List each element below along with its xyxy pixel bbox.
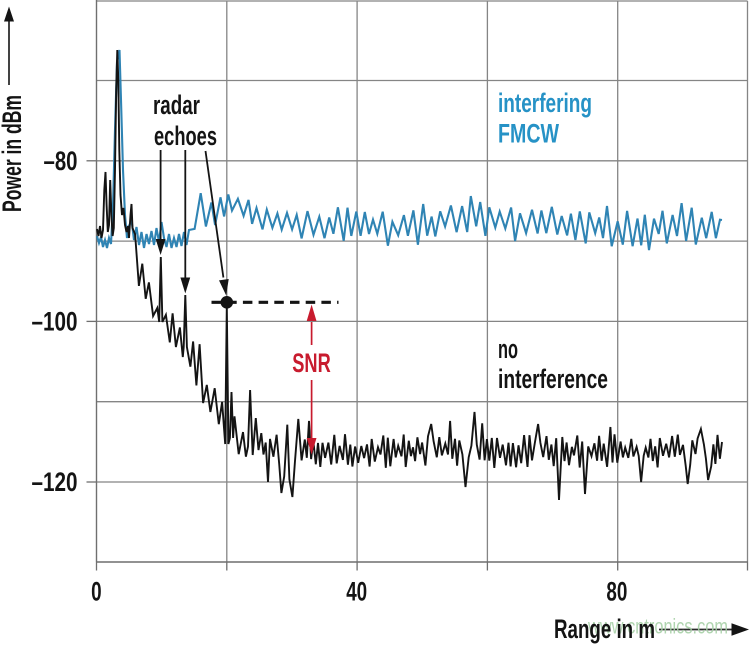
svg-text:Power in dBm: Power in dBm: [0, 95, 27, 212]
svg-text:–120: –120: [32, 467, 78, 497]
svg-text:no: no: [498, 334, 518, 364]
svg-text:0: 0: [91, 577, 102, 607]
svg-text:40: 40: [346, 577, 367, 607]
svg-text:SNR: SNR: [292, 348, 331, 378]
svg-text:interference: interference: [498, 364, 608, 394]
svg-text:Range in m: Range in m: [554, 614, 655, 644]
svg-text:interfering: interfering: [498, 88, 592, 118]
svg-text:FMCW: FMCW: [498, 119, 559, 149]
svg-text:80: 80: [606, 577, 627, 607]
svg-text:–80: –80: [44, 146, 78, 176]
svg-text:radar: radar: [153, 90, 200, 120]
svg-text:–100: –100: [32, 306, 78, 336]
svg-text:echoes: echoes: [154, 121, 217, 151]
svg-text:www.cntronics.com: www.cntronics.com: [587, 616, 728, 639]
